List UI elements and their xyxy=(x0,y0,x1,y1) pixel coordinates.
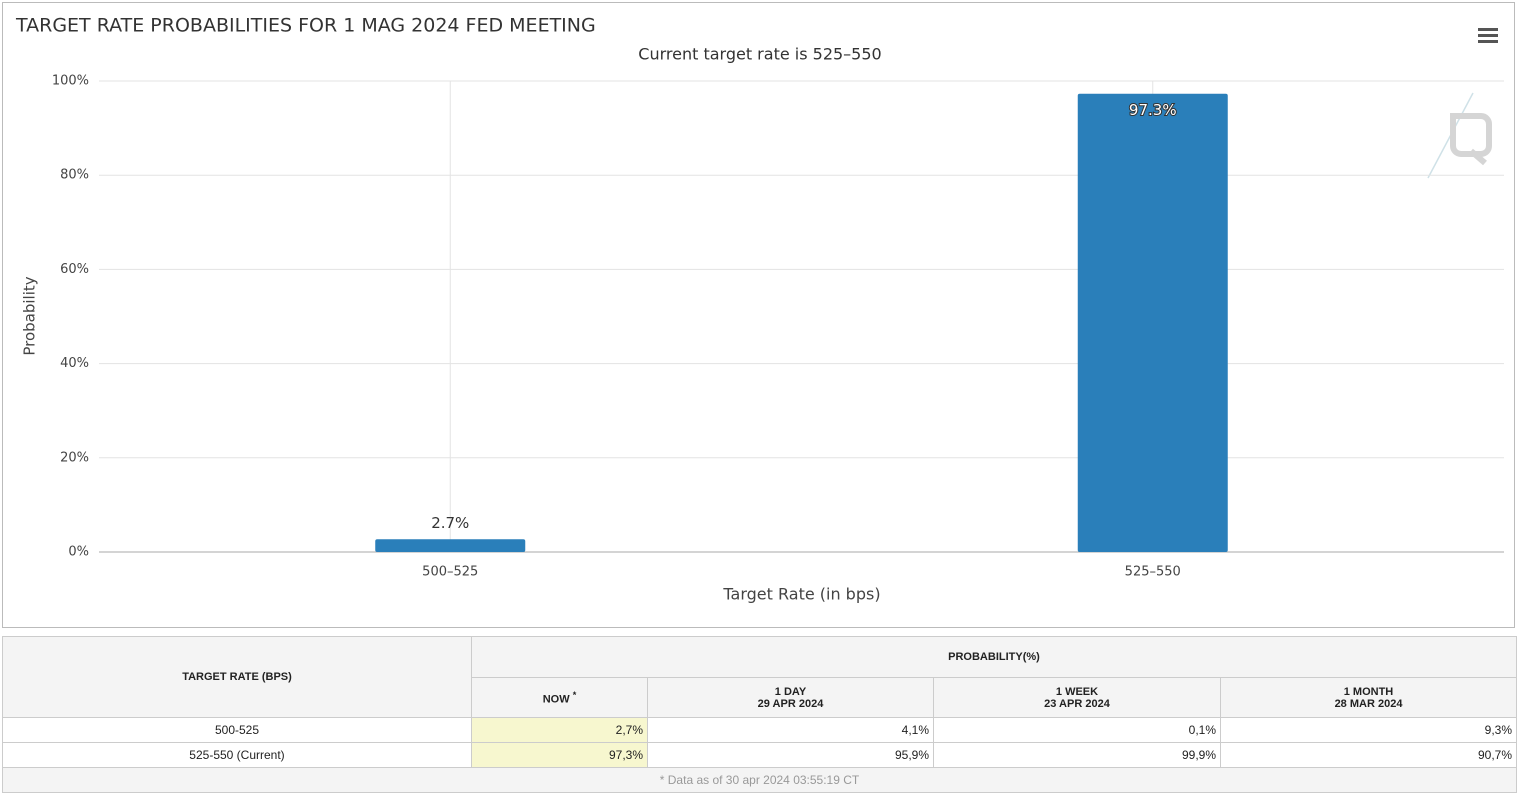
chart-subtitle: Current target rate is 525–550 xyxy=(638,45,881,64)
col-date: 29 APR 2024 xyxy=(757,697,824,710)
cell: 4,1% xyxy=(647,717,934,743)
value-label: 2.7% xyxy=(431,514,469,532)
bar xyxy=(1077,93,1228,552)
y-tick-label: 80% xyxy=(60,168,89,183)
x-tick-label: 500–525 xyxy=(422,565,478,580)
x-tick-label: 525–550 xyxy=(1125,565,1181,580)
chart-title: TARGET RATE PROBABILITIES FOR 1 MAG 2024… xyxy=(15,15,596,37)
cell: 2,7% xyxy=(471,717,648,743)
col-label: 1 DAY xyxy=(774,685,807,698)
chart: TARGET RATE PROBABILITIES FOR 1 MAG 2024… xyxy=(15,15,1504,604)
col-header: 1 MONTH 28 MAR 2024 xyxy=(1220,677,1517,718)
cell: 95,9% xyxy=(647,742,934,768)
footnote: * Data as of 30 apr 2024 03:55:19 CT xyxy=(2,767,1517,793)
menu-button[interactable] xyxy=(1478,28,1498,43)
col-label: NOW xyxy=(542,693,570,706)
rate-cell: 525-550 (Current) xyxy=(2,742,472,768)
y-tick-label: 60% xyxy=(60,262,89,277)
cell: 0,1% xyxy=(933,717,1221,743)
y-axis-label: Probability xyxy=(21,276,39,355)
col-header: NOW * xyxy=(471,677,648,718)
rate-cell: 500-525 xyxy=(2,717,472,743)
col-label: 1 WEEK xyxy=(1055,685,1099,698)
prob-header: PROBABILITY(%) xyxy=(471,636,1517,678)
col-header: 1 DAY 29 APR 2024 xyxy=(647,677,934,718)
cell: 99,9% xyxy=(933,742,1221,768)
cell: 90,7% xyxy=(1220,742,1517,768)
col-date: 28 MAR 2024 xyxy=(1334,697,1403,710)
y-tick-label: 100% xyxy=(52,74,89,89)
col-header: 1 WEEK 23 APR 2024 xyxy=(933,677,1221,718)
col-note: * xyxy=(572,689,577,700)
y-tick-label: 20% xyxy=(60,450,89,465)
bar xyxy=(375,539,526,552)
y-tick-label: 40% xyxy=(60,356,89,371)
col-label: 1 MONTH xyxy=(1343,685,1394,698)
y-tick-label: 0% xyxy=(68,545,89,560)
rate-header: TARGET RATE (BPS) xyxy=(2,636,472,718)
col-date: 23 APR 2024 xyxy=(1044,697,1110,710)
value-label: 97.3% xyxy=(1129,101,1177,119)
cell: 9,3% xyxy=(1220,717,1517,743)
logo xyxy=(1427,92,1492,179)
probability-table: TARGET RATE (BPS) PROBABILITY(%) NOW * 1… xyxy=(2,636,1517,793)
x-axis-label: Target Rate (in bps) xyxy=(722,585,880,604)
cell: 97,3% xyxy=(471,742,648,768)
chart-panel: TARGET RATE PROBABILITIES FOR 1 MAG 2024… xyxy=(2,2,1515,628)
